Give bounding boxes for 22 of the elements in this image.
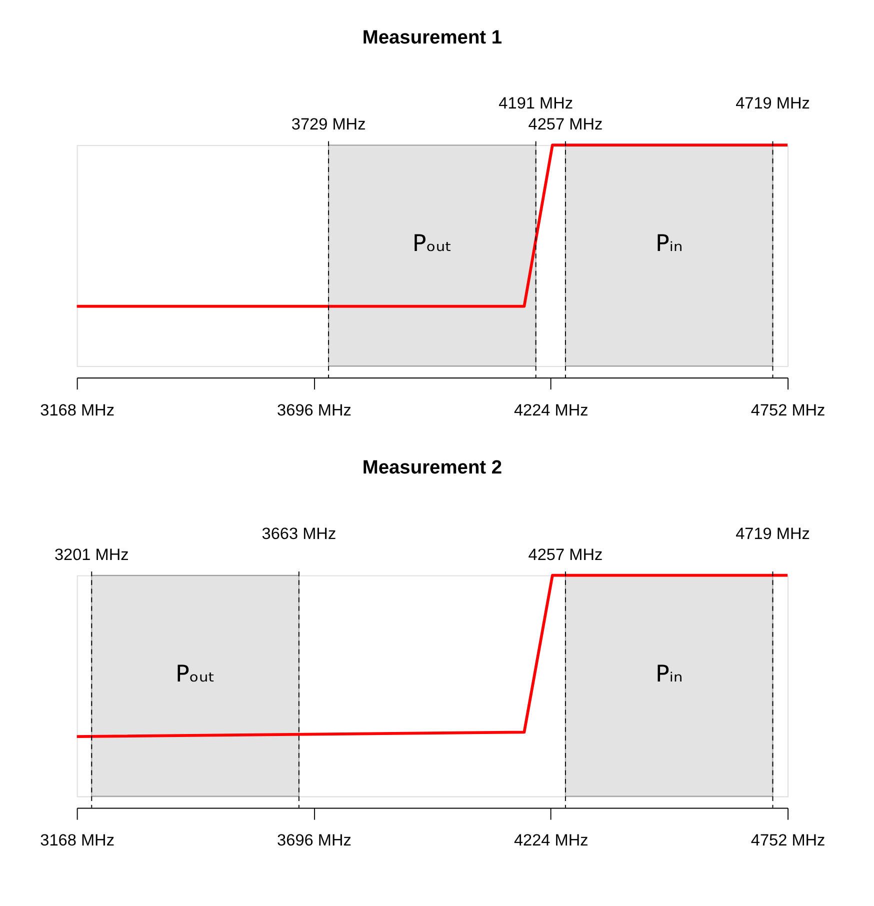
x-tick-label: 4224 MHz <box>514 832 588 850</box>
x-tick-label: 3168 MHz <box>40 401 114 420</box>
band-label: Pᵢₙ <box>656 661 683 688</box>
x-tick-label: 4224 MHz <box>514 401 588 420</box>
ref-line-label: 4257 MHz <box>528 546 603 564</box>
ref-line-label: 3729 MHz <box>291 116 366 134</box>
ref-line-label: 3663 MHz <box>262 524 336 543</box>
chart-title: Measurement 1 <box>362 27 502 48</box>
chart-title: Measurement 2 <box>362 458 502 479</box>
x-tick-label: 4752 MHz <box>750 832 826 850</box>
ref-line-label: 4257 MHz <box>528 116 603 134</box>
ref-line-label: 3201 MHz <box>54 546 129 564</box>
band-label: Pₒᵤₜ <box>412 231 452 258</box>
x-tick-label: 3168 MHz <box>40 832 114 850</box>
ref-line-label: 4719 MHz <box>736 524 810 543</box>
x-tick-label: 3696 MHz <box>277 832 352 850</box>
ref-line-label: 4191 MHz <box>498 94 574 113</box>
x-tick-label: 3696 MHz <box>277 401 352 420</box>
ref-line-label: 4719 MHz <box>736 94 810 113</box>
x-tick-label: 4752 MHz <box>750 401 826 420</box>
band-label: Pᵢₙ <box>656 231 683 258</box>
band-label: Pₒᵤₜ <box>176 661 216 688</box>
